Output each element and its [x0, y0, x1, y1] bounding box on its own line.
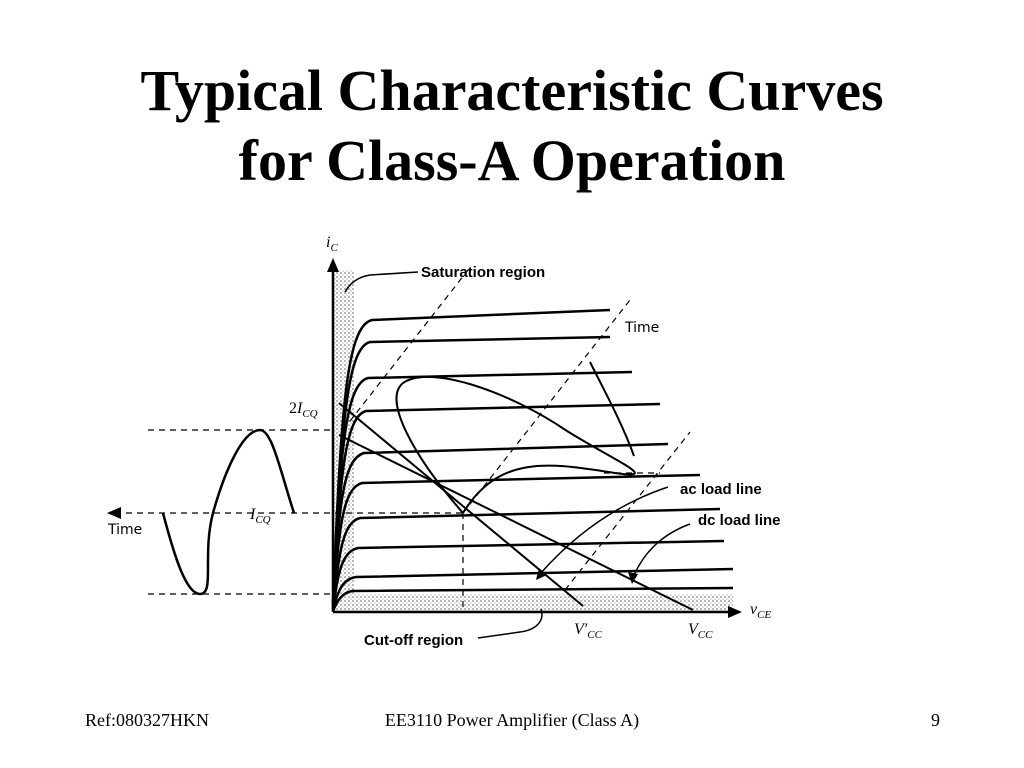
- y-axis-label: iC: [326, 234, 338, 254]
- time-trace-right: [589, 361, 635, 457]
- input-sine-wave: [161, 428, 296, 596]
- axes: [331, 268, 732, 614]
- curve-10: [331, 308, 611, 603]
- time-label-left: Time: [107, 522, 142, 538]
- ac-load-leader-arrowhead: [536, 568, 547, 580]
- characteristic-curves: [331, 308, 734, 612]
- vcc-label: VCC: [688, 621, 713, 641]
- cutoff-region-label: Cut-off region: [364, 632, 463, 649]
- time-axis-mid: [462, 299, 631, 514]
- footer-page-number: 9: [931, 710, 940, 730]
- two-icq-label: 2ICQ: [289, 400, 318, 420]
- slide-title-line1: Typical Characteristic Curves: [140, 58, 884, 123]
- cutoff-region-shading: [333, 594, 733, 612]
- dashed-guides: [115, 269, 691, 612]
- time-label-top: Time: [624, 320, 659, 336]
- footer-course-title: EE3110 Power Amplifier (Class A): [384, 710, 640, 730]
- dc-load-leader: [632, 523, 691, 579]
- x-axis-arrow: [728, 606, 742, 618]
- leader-lines: [344, 271, 691, 639]
- time-axis-right: [564, 431, 691, 591]
- curve-6: [331, 442, 669, 607]
- ellipse-loop: [395, 375, 636, 514]
- x-axis-label: vCE: [750, 601, 771, 621]
- time-axis-left: [342, 269, 469, 431]
- dc-load-leader-arrowhead: [628, 572, 638, 584]
- icq-label: ICQ: [249, 506, 271, 526]
- cutoff-leader: [477, 608, 543, 639]
- vcc-prime-label: V′CC: [574, 621, 603, 641]
- saturation-leader: [344, 271, 419, 293]
- saturation-region-label: Saturation region: [421, 264, 545, 281]
- ac-load-leader: [539, 486, 669, 575]
- load-lines: [338, 402, 694, 611]
- left-time-arrow-head: [107, 507, 121, 519]
- ellipse-traces: [395, 361, 636, 514]
- footer-reference: Ref:080327HKN: [85, 710, 209, 730]
- y-axis-arrow: [327, 258, 339, 272]
- dc-load-line: [338, 434, 694, 611]
- dc-load-line-label: dc load line: [698, 512, 781, 529]
- ac-load-line-label: ac load line: [680, 481, 762, 498]
- slide-title-line2: for Class-A Operation: [238, 128, 786, 193]
- slide-title: Typical Characteristic Curves for Class-…: [0, 56, 1024, 196]
